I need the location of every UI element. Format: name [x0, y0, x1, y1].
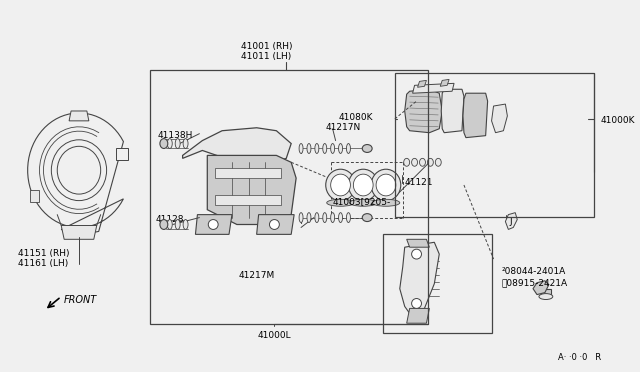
Ellipse shape — [376, 174, 396, 196]
Polygon shape — [116, 148, 129, 160]
Ellipse shape — [404, 158, 410, 166]
Polygon shape — [406, 239, 429, 247]
Ellipse shape — [349, 199, 377, 206]
Bar — [395, 74, 594, 217]
Ellipse shape — [371, 169, 401, 201]
Polygon shape — [207, 155, 296, 224]
Ellipse shape — [167, 139, 172, 148]
Polygon shape — [215, 168, 282, 178]
Ellipse shape — [362, 214, 372, 222]
Text: 41138H: 41138H — [158, 131, 193, 140]
Text: 41000K: 41000K — [600, 116, 635, 125]
Ellipse shape — [307, 144, 311, 153]
Bar — [150, 70, 428, 324]
Text: 41217M: 41217M — [239, 271, 275, 280]
Text: FRONT: FRONT — [64, 295, 97, 305]
Text: J: J — [509, 217, 512, 225]
Text: 41011 (LH): 41011 (LH) — [241, 52, 292, 61]
Circle shape — [269, 219, 279, 230]
Ellipse shape — [323, 213, 327, 222]
Ellipse shape — [327, 199, 355, 206]
Polygon shape — [417, 80, 426, 87]
Ellipse shape — [167, 219, 172, 230]
Ellipse shape — [348, 169, 378, 201]
Ellipse shape — [299, 144, 303, 153]
Text: 41217N: 41217N — [326, 123, 361, 132]
Polygon shape — [463, 93, 488, 138]
Polygon shape — [215, 195, 282, 205]
Ellipse shape — [183, 139, 188, 148]
Ellipse shape — [299, 213, 303, 222]
Ellipse shape — [183, 219, 188, 230]
Ellipse shape — [339, 213, 342, 222]
Ellipse shape — [331, 213, 335, 222]
Polygon shape — [195, 215, 232, 234]
Polygon shape — [506, 213, 517, 230]
Polygon shape — [492, 104, 508, 133]
Ellipse shape — [412, 158, 417, 166]
Polygon shape — [69, 111, 89, 121]
Circle shape — [412, 298, 422, 308]
Text: 41128: 41128 — [156, 215, 184, 224]
Text: 41080K: 41080K — [339, 113, 373, 122]
Text: A· ·0 ·0   R: A· ·0 ·0 R — [557, 353, 601, 362]
Ellipse shape — [435, 158, 441, 166]
Text: ²08044-2401A: ²08044-2401A — [502, 267, 566, 276]
Circle shape — [208, 219, 218, 230]
Polygon shape — [533, 281, 549, 295]
Ellipse shape — [326, 169, 355, 201]
Bar — [383, 234, 492, 333]
Ellipse shape — [323, 144, 327, 153]
Polygon shape — [406, 308, 429, 323]
Polygon shape — [61, 225, 97, 239]
Polygon shape — [29, 190, 40, 202]
Polygon shape — [182, 128, 291, 165]
Polygon shape — [404, 89, 442, 133]
Ellipse shape — [428, 158, 433, 166]
Ellipse shape — [315, 144, 319, 153]
Polygon shape — [400, 242, 439, 313]
Ellipse shape — [419, 158, 426, 166]
Ellipse shape — [175, 139, 180, 148]
Ellipse shape — [346, 213, 351, 222]
Ellipse shape — [362, 145, 372, 153]
Ellipse shape — [353, 174, 373, 196]
Ellipse shape — [160, 219, 168, 230]
Text: 41121: 41121 — [404, 178, 433, 187]
Ellipse shape — [539, 294, 553, 299]
Ellipse shape — [331, 174, 351, 196]
Polygon shape — [413, 83, 454, 93]
Text: 41001 (RH): 41001 (RH) — [241, 42, 292, 51]
Ellipse shape — [315, 213, 319, 222]
Ellipse shape — [346, 144, 351, 153]
Ellipse shape — [339, 144, 342, 153]
Text: 41003[9205-: 41003[9205- — [333, 197, 391, 206]
Text: Ⓥ08915-2421A: Ⓥ08915-2421A — [502, 279, 568, 288]
Polygon shape — [441, 89, 464, 133]
Text: 41161 (LH): 41161 (LH) — [18, 259, 68, 268]
Polygon shape — [440, 79, 449, 86]
Ellipse shape — [331, 144, 335, 153]
Ellipse shape — [175, 219, 180, 230]
Text: 41151 (RH): 41151 (RH) — [18, 249, 69, 258]
Polygon shape — [28, 113, 124, 234]
Text: 41000L: 41000L — [257, 331, 291, 340]
Ellipse shape — [372, 199, 400, 206]
Polygon shape — [257, 215, 294, 234]
Ellipse shape — [160, 139, 168, 148]
Polygon shape — [541, 289, 551, 296]
Circle shape — [412, 249, 422, 259]
Ellipse shape — [307, 213, 311, 222]
